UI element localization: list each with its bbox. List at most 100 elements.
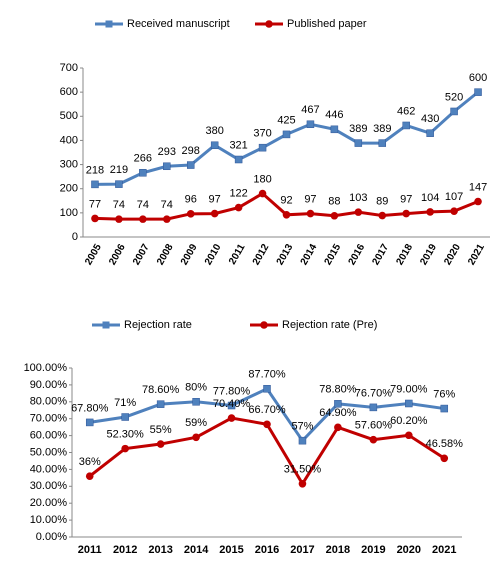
data-label: 74 (161, 199, 173, 211)
marker (234, 155, 243, 164)
data-label: 80% (185, 382, 207, 394)
data-label: 57% (291, 421, 313, 433)
y-tick-label: 100 (60, 207, 78, 219)
y-tick-label: 500 (60, 110, 78, 122)
x-tick-label: 2015 (323, 242, 344, 267)
data-label: 389 (349, 123, 367, 135)
marker (334, 400, 342, 408)
data-label: 88 (328, 196, 340, 208)
legend-marker (105, 20, 113, 28)
y-tick-label: 300 (60, 158, 78, 170)
marker (115, 215, 123, 223)
marker (450, 207, 458, 215)
marker (282, 210, 291, 219)
data-label: 77 (89, 198, 101, 210)
data-label: 46.58% (426, 438, 464, 450)
data-label: 77.80% (213, 385, 251, 397)
y-tick-label: 400 (60, 134, 78, 146)
x-tick-label: 2013 (148, 544, 172, 556)
legend-label: Rejection rate (Pre) (282, 319, 377, 331)
marker (210, 141, 219, 150)
x-tick-label: 2020 (442, 242, 463, 267)
data-label: 97 (209, 193, 221, 205)
data-label: 147 (469, 181, 487, 193)
data-label: 70.40% (213, 398, 251, 410)
marker (186, 210, 195, 218)
marker (450, 107, 458, 116)
marker (306, 209, 315, 218)
marker (156, 400, 165, 408)
y-tick-label: 600 (60, 86, 78, 98)
data-label: 219 (110, 164, 128, 176)
data-label: 92 (280, 195, 292, 207)
data-label: 71% (114, 397, 136, 409)
y-tick-label: 80.00% (30, 396, 68, 408)
marker (156, 440, 165, 448)
marker (426, 129, 434, 137)
data-label: 55% (150, 424, 172, 436)
data-label: 59% (185, 417, 207, 429)
marker (192, 433, 200, 442)
y-tick-label: 20.00% (30, 497, 68, 509)
y-tick-label: 10.00% (30, 514, 68, 526)
x-tick-label: 2018 (326, 544, 350, 556)
marker (306, 120, 315, 129)
marker (162, 215, 171, 223)
marker (378, 211, 387, 220)
data-label: 52.30% (107, 429, 145, 441)
x-tick-label: 2007 (131, 242, 152, 267)
x-tick-label: 2014 (184, 544, 209, 556)
data-label: 446 (325, 109, 343, 121)
y-tick-label: 0 (72, 231, 78, 243)
marker (91, 214, 99, 223)
marker (330, 211, 339, 220)
x-tick-label: 2015 (219, 544, 243, 556)
marker (258, 189, 267, 198)
data-label: 78.80% (319, 384, 357, 396)
x-tick-label: 2005 (83, 242, 104, 267)
data-label: 97 (400, 193, 412, 205)
legend-marker (265, 20, 273, 28)
marker (405, 431, 413, 440)
data-label: 78.60% (142, 384, 180, 396)
y-tick-label: 100.00% (24, 362, 68, 374)
x-tick-label: 2016 (347, 242, 368, 267)
data-label: 380 (205, 125, 223, 137)
data-label: 600 (469, 72, 487, 84)
data-label: 31.50% (284, 464, 322, 476)
data-label: 321 (229, 139, 247, 151)
data-label: 74 (113, 199, 125, 211)
x-tick-label: 2011 (78, 544, 102, 556)
x-tick-label: 2010 (203, 242, 224, 267)
x-tick-label: 2012 (113, 544, 137, 556)
y-tick-label: 50.00% (30, 446, 68, 458)
marker (263, 420, 271, 429)
data-label: 67.80% (71, 402, 109, 414)
marker (402, 121, 410, 130)
data-label: 218 (86, 164, 104, 176)
marker (405, 399, 413, 408)
y-tick-label: 60.00% (30, 430, 68, 442)
x-tick-label: 2017 (370, 242, 391, 267)
data-label: 520 (445, 91, 463, 103)
x-tick-label: 2021 (466, 242, 487, 267)
marker (263, 385, 271, 393)
x-tick-label: 2014 (299, 242, 320, 267)
marker (369, 435, 378, 444)
y-tick-label: 200 (60, 183, 78, 195)
data-label: 76% (433, 388, 455, 400)
marker (227, 414, 236, 422)
legend-marker (260, 321, 268, 329)
y-tick-label: 90.00% (30, 379, 68, 391)
data-label: 66.70% (248, 404, 286, 416)
data-label: 76.70% (355, 387, 393, 399)
x-tick-label: 2017 (290, 544, 314, 556)
legend-label: Rejection rate (124, 319, 192, 331)
data-label: 96 (185, 194, 197, 206)
marker (378, 139, 387, 147)
marker (258, 143, 267, 152)
data-label: 87.70% (248, 369, 286, 381)
legend-label: Published paper (287, 18, 367, 30)
series-line (94, 90, 479, 186)
y-tick-label: 30.00% (30, 480, 68, 492)
